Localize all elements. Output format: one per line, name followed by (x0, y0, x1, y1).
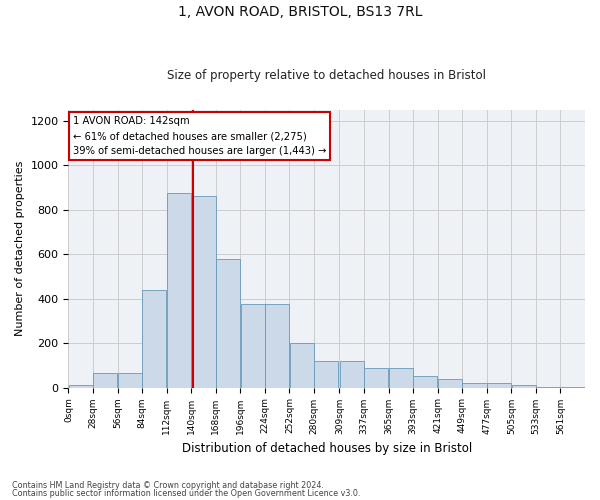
Bar (93, 373, 117, 388)
Bar (167, 193, 191, 388)
Bar (512, 386, 536, 388)
Text: Contains public sector information licensed under the Open Government Licence v3: Contains public sector information licen… (12, 488, 361, 498)
Bar (265, 304, 289, 388)
Text: Contains HM Land Registry data © Crown copyright and database right 2024.: Contains HM Land Registry data © Crown c… (12, 481, 324, 490)
Bar (389, 368, 413, 388)
Text: 1, AVON ROAD, BRISTOL, BS13 7RL: 1, AVON ROAD, BRISTOL, BS13 7RL (178, 5, 422, 19)
Title: Size of property relative to detached houses in Bristol: Size of property relative to detached ho… (167, 69, 486, 82)
Bar (142, 290, 166, 388)
Bar (463, 382, 487, 388)
Bar (118, 373, 142, 388)
Bar (314, 361, 338, 388)
Bar (340, 361, 364, 388)
Bar (191, 196, 215, 388)
Bar (68, 386, 93, 388)
Bar (241, 304, 265, 388)
Bar (290, 343, 314, 388)
Bar (364, 368, 388, 388)
Bar (438, 378, 462, 388)
Bar (216, 258, 240, 388)
Bar (487, 383, 511, 388)
Text: 1 AVON ROAD: 142sqm
← 61% of detached houses are smaller (2,275)
39% of semi-det: 1 AVON ROAD: 142sqm ← 61% of detached ho… (73, 116, 326, 156)
Bar (413, 376, 437, 388)
Y-axis label: Number of detached properties: Number of detached properties (15, 161, 25, 336)
X-axis label: Distribution of detached houses by size in Bristol: Distribution of detached houses by size … (182, 442, 472, 455)
